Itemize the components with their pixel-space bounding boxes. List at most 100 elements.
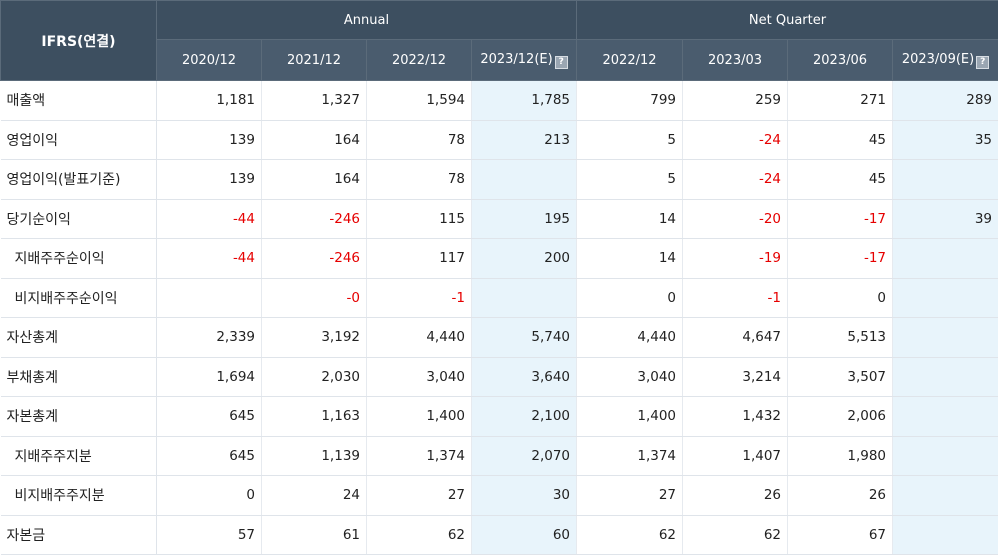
table-cell: 0 xyxy=(788,278,893,318)
table-cell: 5 xyxy=(577,160,683,200)
row-label[interactable]: 자산총계 xyxy=(1,318,157,358)
table-cell: 1,181 xyxy=(157,81,262,121)
table-cell: -20 xyxy=(683,199,788,239)
table-cell: 45 xyxy=(788,120,893,160)
table-cell: -1 xyxy=(683,278,788,318)
table-cell: 200 xyxy=(472,239,577,279)
quarter-group-header: Net Quarter xyxy=(577,1,998,40)
column-header-label: 2022/12 xyxy=(392,53,446,68)
table-cell: 2,006 xyxy=(788,397,893,437)
column-header-label: 2020/12 xyxy=(182,53,236,68)
row-label[interactable]: 자본총계 xyxy=(1,397,157,437)
table-cell: 24 xyxy=(262,476,367,516)
table-cell: 1,694 xyxy=(157,357,262,397)
row-label[interactable]: 당기순이익 xyxy=(1,199,157,239)
row-label[interactable]: 부채총계 xyxy=(1,357,157,397)
table-cell: 115 xyxy=(367,199,472,239)
table-cell: 3,214 xyxy=(683,357,788,397)
row-label[interactable]: 영업이익(발표기준) xyxy=(1,160,157,200)
table-cell: 3,192 xyxy=(262,318,367,358)
column-header-label: 2023/12(E) xyxy=(480,52,552,67)
table-cell: 27 xyxy=(367,476,472,516)
table-cell: 4,647 xyxy=(683,318,788,358)
table-cell: 3,040 xyxy=(577,357,683,397)
table-cell: -17 xyxy=(788,199,893,239)
table-cell: -44 xyxy=(157,239,262,279)
table-cell: 1,400 xyxy=(577,397,683,437)
table-cell: 289 xyxy=(893,81,998,121)
table-cell xyxy=(472,160,577,200)
table-cell: 62 xyxy=(367,515,472,555)
table-cell: 2,339 xyxy=(157,318,262,358)
table-cell: 60 xyxy=(472,515,577,555)
help-icon[interactable]: ? xyxy=(976,56,989,69)
row-label[interactable]: 자본금 xyxy=(1,515,157,555)
table-cell xyxy=(157,278,262,318)
table-cell: 1,163 xyxy=(262,397,367,437)
table-cell: 26 xyxy=(683,476,788,516)
table-cell: 62 xyxy=(577,515,683,555)
table-cell: 0 xyxy=(577,278,683,318)
table-cell: 645 xyxy=(157,397,262,437)
table-cell: 271 xyxy=(788,81,893,121)
table-cell: 3,507 xyxy=(788,357,893,397)
table-cell: -24 xyxy=(683,160,788,200)
row-label[interactable]: 비지배주주순이익 xyxy=(1,278,157,318)
ifrs-header: IFRS(연결) xyxy=(1,1,157,81)
table-cell: -24 xyxy=(683,120,788,160)
column-header-label: 2021/12 xyxy=(287,53,341,68)
table-cell: 30 xyxy=(472,476,577,516)
column-header-label: 2022/12 xyxy=(603,53,657,68)
table-cell: 1,432 xyxy=(683,397,788,437)
table-cell: -246 xyxy=(262,239,367,279)
table-cell: 1,980 xyxy=(788,436,893,476)
table-cell xyxy=(893,278,998,318)
table-cell: 39 xyxy=(893,199,998,239)
table-cell xyxy=(893,476,998,516)
table-cell xyxy=(472,278,577,318)
table-cell: 57 xyxy=(157,515,262,555)
column-header-label: 2023/09(E) xyxy=(902,52,974,67)
row-label[interactable]: 매출액 xyxy=(1,81,157,121)
table-cell: 3,640 xyxy=(472,357,577,397)
table-cell: -44 xyxy=(157,199,262,239)
table-cell xyxy=(893,436,998,476)
table-cell: 1,407 xyxy=(683,436,788,476)
help-icon[interactable]: ? xyxy=(555,56,568,69)
row-label[interactable]: 지배주주순이익 xyxy=(1,239,157,279)
table-cell xyxy=(893,357,998,397)
row-label[interactable]: 영업이익 xyxy=(1,120,157,160)
table-cell: 1,785 xyxy=(472,81,577,121)
table-cell: 1,374 xyxy=(577,436,683,476)
table-cell xyxy=(893,160,998,200)
table-cell: 259 xyxy=(683,81,788,121)
column-header-label: 2023/03 xyxy=(708,53,762,68)
table-cell: -19 xyxy=(683,239,788,279)
table-cell: 0 xyxy=(157,476,262,516)
table-cell: 35 xyxy=(893,120,998,160)
table-cell xyxy=(893,318,998,358)
row-label[interactable]: 지배주주지분 xyxy=(1,436,157,476)
row-label[interactable]: 비지배주주지분 xyxy=(1,476,157,516)
table-cell: 14 xyxy=(577,199,683,239)
table-cell: 62 xyxy=(683,515,788,555)
table-cell: 14 xyxy=(577,239,683,279)
table-cell: 645 xyxy=(157,436,262,476)
table-cell: 61 xyxy=(262,515,367,555)
table-cell: 5,513 xyxy=(788,318,893,358)
table-cell: 4,440 xyxy=(577,318,683,358)
table-cell: 2,030 xyxy=(262,357,367,397)
table-cell: 27 xyxy=(577,476,683,516)
table-cell: 3,040 xyxy=(367,357,472,397)
column-header: 2021/12 xyxy=(262,40,367,81)
table-cell: 5,740 xyxy=(472,318,577,358)
column-header: 2022/12 xyxy=(367,40,472,81)
table-cell: 45 xyxy=(788,160,893,200)
